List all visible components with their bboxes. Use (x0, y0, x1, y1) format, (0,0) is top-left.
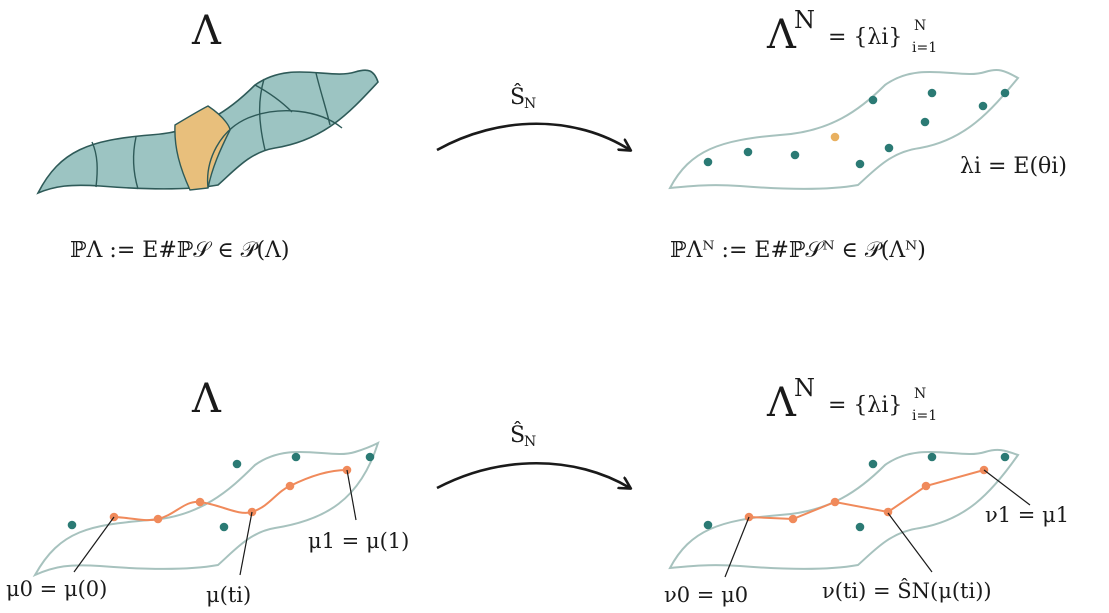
svg-text:Λ: Λ (766, 380, 797, 426)
sample-dot (920, 117, 930, 127)
svg-text:N: N (914, 18, 926, 34)
lambda-n-outline (668, 69, 1020, 190)
sample-dot (232, 459, 242, 469)
nu1-label: ν1 = μ1 (985, 503, 1069, 527)
mu-t-label: μ(ti) (206, 583, 251, 607)
svg-text:Ŝ: Ŝ (510, 83, 525, 110)
leader-lines (73, 469, 1031, 578)
lambda-outline-bottom (32, 441, 380, 578)
path-point-dot (285, 481, 295, 491)
path-point-dot (883, 507, 893, 517)
bottom-right-title: Λ N = {λi} i=1 N (766, 374, 937, 426)
top-right-formula: ℙΛᴺ := E#ℙ𝒮ᴺ ∈ 𝒫(Λᴺ) (670, 238, 926, 263)
sample-dot (978, 101, 988, 111)
top-arrow-label: Ŝ N (510, 83, 536, 112)
sample-dot (365, 452, 375, 462)
sample-dot (1000, 452, 1010, 462)
mu0-label: μ0 = μ(0) (6, 577, 107, 601)
sample-dot (790, 150, 800, 160)
sample-dot (927, 452, 937, 462)
sampling-arrow-top (436, 122, 630, 150)
svg-text:= {λi}: = {λi} (828, 25, 902, 50)
sample-dot (868, 95, 878, 105)
bottom-left-region (32, 441, 380, 578)
path-point-dot (153, 514, 163, 524)
path-point-dot (195, 497, 205, 507)
sample-dot (291, 452, 301, 462)
top-right-region (668, 69, 1020, 190)
path-point-dot (921, 481, 931, 491)
lambda-n-outline-bottom (668, 448, 1020, 570)
path-point-dot (830, 497, 840, 507)
partition-lines (91, 72, 343, 190)
svg-text:i=1: i=1 (912, 40, 937, 56)
sample-label: λi = E(θi) (960, 154, 1067, 179)
svg-text:= {λi}: = {λi} (828, 393, 902, 418)
nu0-label: ν0 = μ0 (664, 583, 748, 607)
bottom-arrow-label: Ŝ N (510, 421, 536, 450)
svg-text:N: N (794, 6, 815, 34)
sample-dot (703, 157, 713, 167)
sample-dot (219, 522, 229, 532)
path-point-dot (788, 514, 798, 524)
svg-text:N: N (794, 374, 815, 402)
sample-dot (868, 459, 878, 469)
sample-dot (743, 147, 753, 157)
sampling-arrow-bottom (436, 462, 630, 488)
sample-dot (1000, 88, 1010, 98)
nu-t-label: ν(ti) = ŜN(μ(ti)) (822, 578, 992, 603)
sample-dot (927, 88, 937, 98)
mu1-label: μ1 = μ(1) (308, 529, 409, 553)
sample-dot (884, 143, 894, 153)
top-left-title: Λ (191, 8, 222, 54)
sample-dot (855, 522, 865, 532)
svg-text:N: N (524, 96, 536, 112)
bottom-right-region (668, 448, 1020, 570)
mu-curve (113, 469, 348, 522)
svg-text:Ŝ: Ŝ (510, 421, 525, 448)
svg-text:i=1: i=1 (912, 408, 937, 424)
sample-dot (67, 520, 77, 530)
top-right-title: Λ N = {λi} i=1 N (766, 6, 937, 58)
nu-polyline (748, 469, 985, 521)
bottom-left-title: Λ (191, 376, 222, 422)
highlighted-sample-dot (830, 132, 840, 142)
top-left-formula: ℙΛ := E#ℙ𝒮 ∈ 𝒫(Λ) (70, 238, 290, 263)
svg-text:N: N (524, 434, 536, 450)
sample-dot (855, 159, 865, 169)
sample-dot (703, 520, 713, 530)
svg-text:Λ: Λ (766, 12, 797, 58)
svg-text:N: N (914, 386, 926, 402)
top-left-region (36, 69, 379, 195)
